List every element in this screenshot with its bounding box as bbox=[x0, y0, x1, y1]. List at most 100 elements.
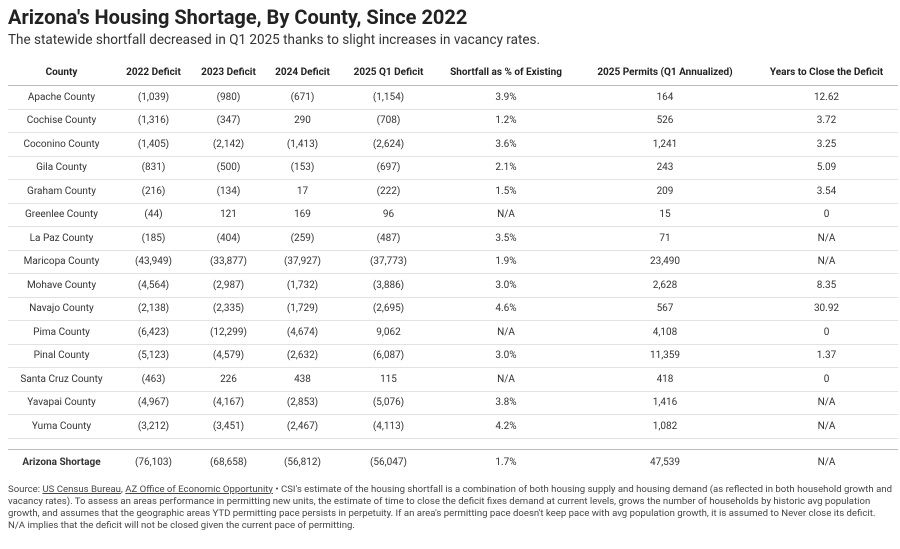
cell: 226 bbox=[192, 367, 265, 392]
source-link[interactable]: US Census Bureau bbox=[42, 483, 121, 495]
cell: (43,949) bbox=[115, 250, 192, 274]
cell: 121 bbox=[192, 203, 265, 227]
cell: (1,729) bbox=[265, 297, 340, 321]
na-note: N/A implies that the deficit will not be… bbox=[8, 519, 355, 531]
cell: (4,674) bbox=[265, 320, 340, 345]
cell: 526 bbox=[575, 109, 755, 133]
column-header: 2022 Deficit bbox=[115, 59, 192, 86]
column-header: 2024 Deficit bbox=[265, 59, 340, 86]
cell: N/A bbox=[755, 391, 898, 415]
cell: 5.09 bbox=[755, 156, 898, 180]
cell: (4,167) bbox=[192, 391, 265, 415]
cell: 47,539 bbox=[649, 457, 681, 468]
cell: (2,335) bbox=[192, 297, 265, 321]
row: Gila County (831) (500) (153) (697) 2.1% 243 5.… bbox=[8, 156, 898, 180]
cell: (76,103) bbox=[135, 457, 172, 468]
row: Yuma County (3,212) (3,451) (2,467) (4,113) 4… bbox=[8, 414, 898, 439]
row: Cochise County (1,316) (347) 290 (708) 1.2% 52… bbox=[8, 109, 898, 133]
cell: (37,773) bbox=[340, 250, 437, 274]
cell: (2,138) bbox=[115, 297, 192, 321]
header-row: County 2022 Deficit 2023 Deficit 2024 Defic… bbox=[8, 59, 898, 86]
cell: Coconino County bbox=[8, 132, 115, 157]
cell: (2,695) bbox=[340, 297, 437, 321]
row: Graham County (216) (134) 17 (222) 1.5% 209 3.5… bbox=[8, 179, 898, 204]
row: Yavapai County (4,967) (4,167) (2,853) (5,07… bbox=[8, 391, 898, 415]
cell: Gila County bbox=[8, 156, 115, 180]
cell: 3.0% bbox=[437, 344, 575, 368]
source-prefix: Source: bbox=[8, 483, 41, 495]
cell: (68,658) bbox=[210, 457, 247, 468]
cell: (4,967) bbox=[115, 391, 192, 415]
cell: 3.6% bbox=[437, 132, 575, 157]
cell: 2,628 bbox=[575, 273, 755, 298]
cell: (4,579) bbox=[192, 344, 265, 368]
cell: 3.0% bbox=[437, 273, 575, 298]
title: Arizona's Housing Shortage, By County, S… bbox=[8, 5, 468, 29]
spacer-cell bbox=[192, 438, 265, 450]
cell: (5,123) bbox=[115, 344, 192, 368]
cell: 4,108 bbox=[575, 320, 755, 345]
cell: (2,142) bbox=[192, 132, 265, 157]
spacer bbox=[8, 438, 898, 450]
subtitle: The statewide shortfall decreased in Q1 … bbox=[8, 32, 541, 48]
cell: 0 bbox=[755, 320, 898, 345]
cell: 71 bbox=[575, 226, 755, 251]
table: County 2022 Deficit 2023 Deficit 2024 Defic… bbox=[8, 59, 898, 476]
cell: (831) bbox=[115, 156, 192, 180]
cell: Greenlee County bbox=[8, 203, 115, 227]
cell: N/A bbox=[437, 367, 575, 392]
cell: 2.1% bbox=[437, 156, 575, 180]
total-row: Arizona Shortage (76,103) (68,658) (56,812)… bbox=[8, 449, 898, 476]
separator: , bbox=[120, 483, 123, 495]
cell: (500) bbox=[192, 156, 265, 180]
cell: 1.2% bbox=[437, 109, 575, 133]
cell: Mohave County bbox=[8, 273, 115, 298]
cell: 9,062 bbox=[340, 320, 437, 345]
cell: (222) bbox=[340, 179, 437, 204]
cell: N/A bbox=[437, 203, 575, 227]
cell: 1,082 bbox=[575, 414, 755, 439]
cell: (216) bbox=[115, 179, 192, 204]
source-link[interactable]: AZ Office of Economic Opportunity bbox=[125, 483, 273, 495]
cell: 1.37 bbox=[755, 344, 898, 368]
cell: 3.72 bbox=[755, 109, 898, 133]
spacer-cell bbox=[265, 438, 340, 450]
row: Navajo County (2,138) (2,335) (1,729) (2,695… bbox=[8, 297, 898, 321]
cell: (487) bbox=[340, 226, 437, 251]
cell: (2,467) bbox=[265, 414, 340, 439]
row: Santa Cruz County (463) 226 438 115 N/A 418 0 bbox=[8, 367, 898, 392]
cell: Santa Cruz County bbox=[8, 367, 115, 392]
cell: 30.92 bbox=[755, 297, 898, 321]
cell: 164 bbox=[575, 85, 755, 110]
row: La Paz County (185) (404) (259) (487) 3.5% 71 N… bbox=[8, 226, 898, 251]
cell: (1,039) bbox=[115, 85, 192, 110]
cell: 438 bbox=[265, 367, 340, 392]
cell: Graham County bbox=[8, 179, 115, 204]
cell: 3.54 bbox=[755, 179, 898, 204]
spacer-cell bbox=[755, 438, 898, 450]
spacer-cell bbox=[8, 438, 115, 450]
row: Mohave County (4,564) (2,987) (1,732) (3,886… bbox=[8, 273, 898, 298]
cell: 4.2% bbox=[437, 414, 575, 439]
cell: 3.9% bbox=[437, 85, 575, 110]
column-header: 2025 Permits (Q1 Annualized) bbox=[575, 59, 755, 86]
cell: Yuma County bbox=[8, 414, 115, 439]
cell: 243 bbox=[575, 156, 755, 180]
cell: Navajo County bbox=[8, 297, 115, 321]
cell: (1,732) bbox=[265, 273, 340, 298]
spacer-cell bbox=[115, 438, 192, 450]
cell: Pima County bbox=[8, 320, 115, 345]
cell: (708) bbox=[340, 109, 437, 133]
cell: (1,154) bbox=[340, 85, 437, 110]
cell: (671) bbox=[265, 85, 340, 110]
cell: 8.35 bbox=[755, 273, 898, 298]
cell: La Paz County bbox=[8, 226, 115, 251]
cell: (3,212) bbox=[115, 414, 192, 439]
cell: 17 bbox=[265, 179, 340, 204]
row: Pima County (6,423) (12,299) (4,674) 9,062 N/… bbox=[8, 320, 898, 345]
column-header: Shortfall as % of Existing bbox=[437, 59, 575, 86]
cell: Pinal County bbox=[8, 344, 115, 368]
column-header: 2023 Deficit bbox=[192, 59, 265, 86]
cell: Cochise County bbox=[8, 109, 115, 133]
cell: 1,241 bbox=[575, 132, 755, 157]
